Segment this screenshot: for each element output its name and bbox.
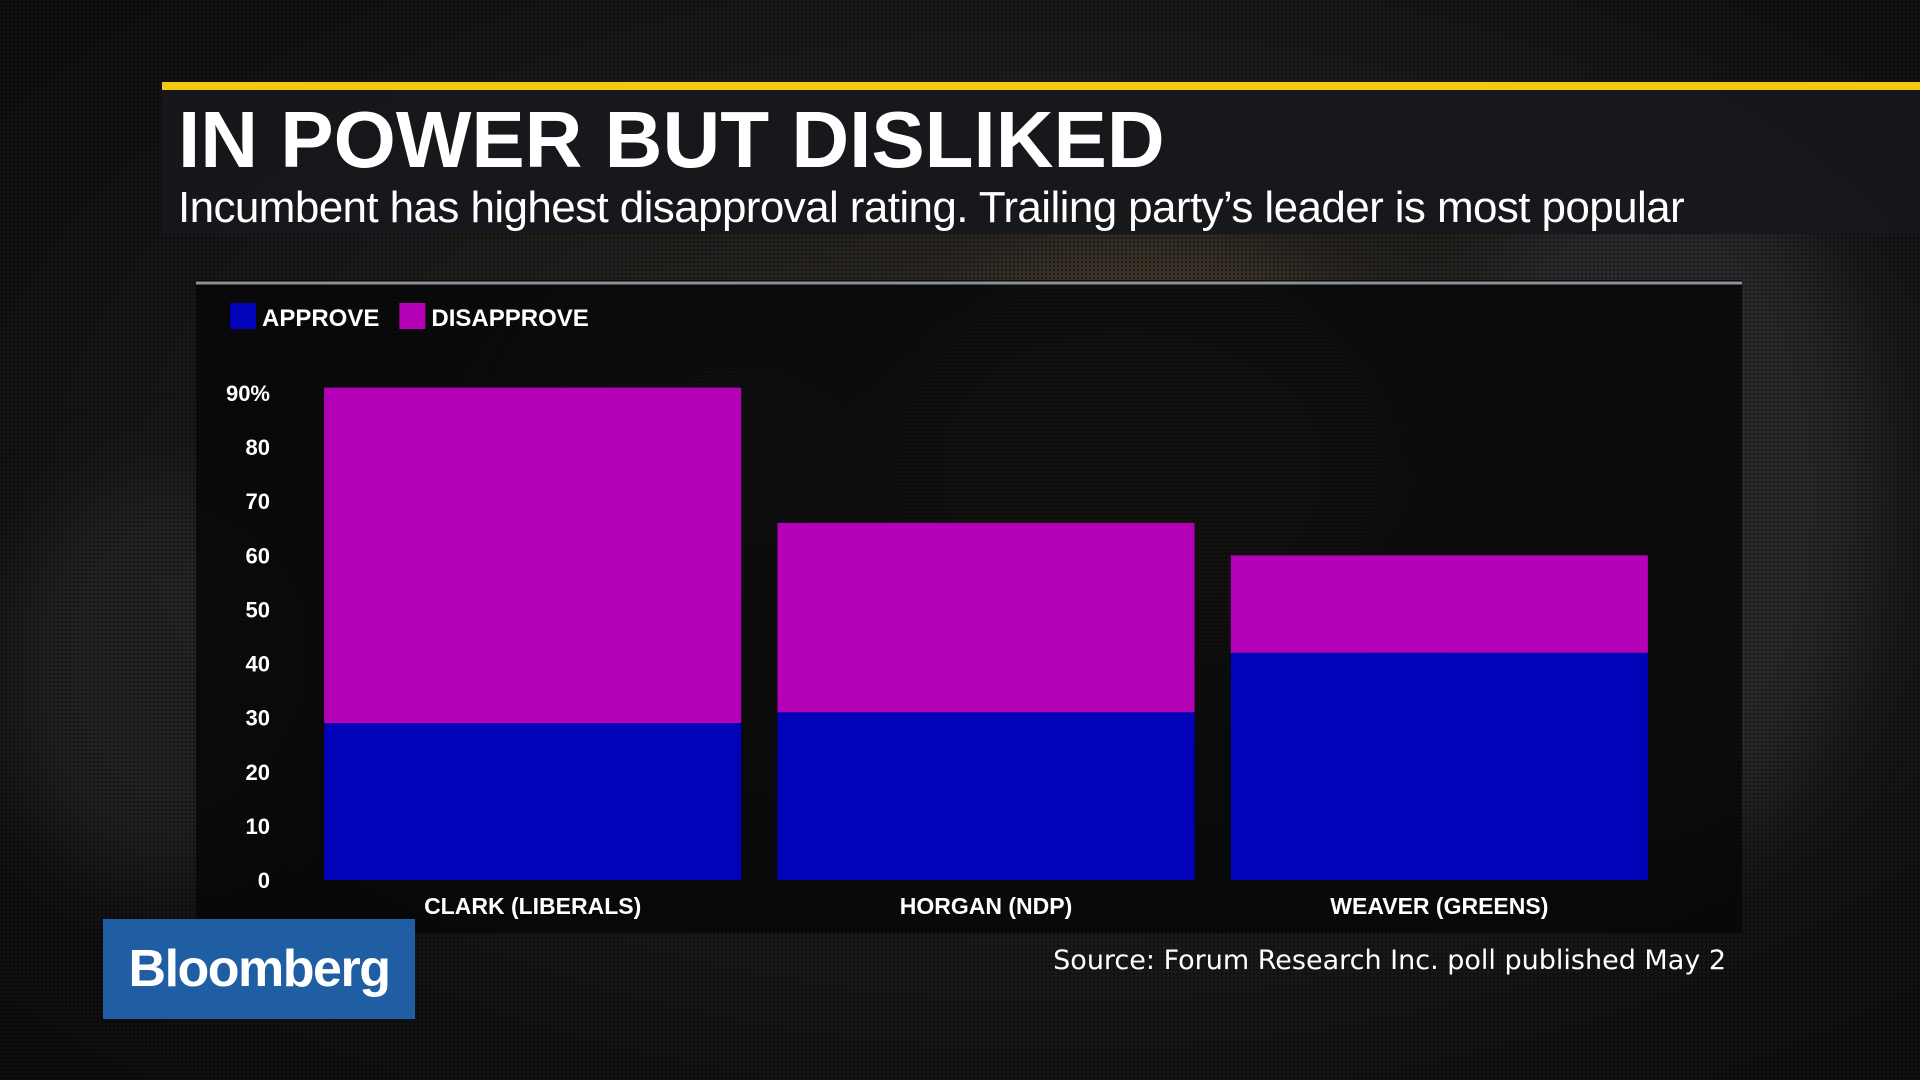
chart-legend: APPROVE DISAPPROVE: [230, 303, 589, 332]
legend-label-disapprove: DISAPPROVE: [431, 305, 588, 332]
legend-label-approve: APPROVE: [262, 305, 379, 332]
y-tick-label: 30: [246, 706, 270, 731]
x-tick-label: WEAVER (GREENS): [1330, 893, 1548, 919]
y-tick-label: 40: [246, 652, 270, 677]
bar-approve: [1230, 652, 1648, 880]
x-axis: CLARK (LIBERALS) HORGAN (NDP) WEAVER (GREE…: [424, 893, 1548, 919]
bar-approve: [324, 723, 742, 880]
y-tick-label: 80: [246, 435, 270, 460]
bar-disapprove: [1230, 555, 1648, 653]
title-panel: IN POWER BUT DISLIKED Incumbent has high…: [162, 82, 1920, 234]
source-note: Source: Forum Research Inc. poll publish…: [1053, 945, 1726, 976]
chart-title: IN POWER BUT DISLIKED: [178, 95, 1165, 184]
bloomberg-logo: Bloomberg: [103, 919, 415, 1019]
bar-disapprove: [324, 387, 742, 724]
logo-text: Bloomberg: [128, 940, 391, 998]
y-tick-label: 50: [246, 597, 270, 622]
y-axis: 0 10 20 30 40 50 60 70 80 90%: [226, 381, 270, 893]
y-tick-label: 70: [246, 489, 270, 514]
bar-disapprove: [777, 522, 1195, 713]
x-tick-label: HORGAN (NDP): [900, 893, 1073, 919]
x-tick-label: CLARK (LIBERALS): [424, 893, 641, 919]
legend-swatch-disapprove: [399, 303, 426, 329]
stacked-bar-chart: APPROVE DISAPPROVE 0 10 20 30 40 50 60 70 80 90% C…: [196, 281, 1742, 919]
y-tick-label: 90%: [226, 381, 270, 406]
bar-approve: [777, 712, 1195, 880]
legend-swatch-approve: [230, 303, 256, 329]
y-tick-label: 20: [246, 760, 270, 785]
chart-panel: APPROVE DISAPPROVE 0 10 20 30 40 50 60 70 80 90% C…: [196, 280, 1742, 933]
y-tick-label: 0: [258, 868, 270, 893]
y-tick-label: 10: [246, 814, 270, 839]
bars: [324, 387, 1648, 880]
chart-subtitle: Incumbent has highest disapproval rating…: [178, 183, 1685, 232]
y-tick-label: 60: [246, 543, 270, 568]
